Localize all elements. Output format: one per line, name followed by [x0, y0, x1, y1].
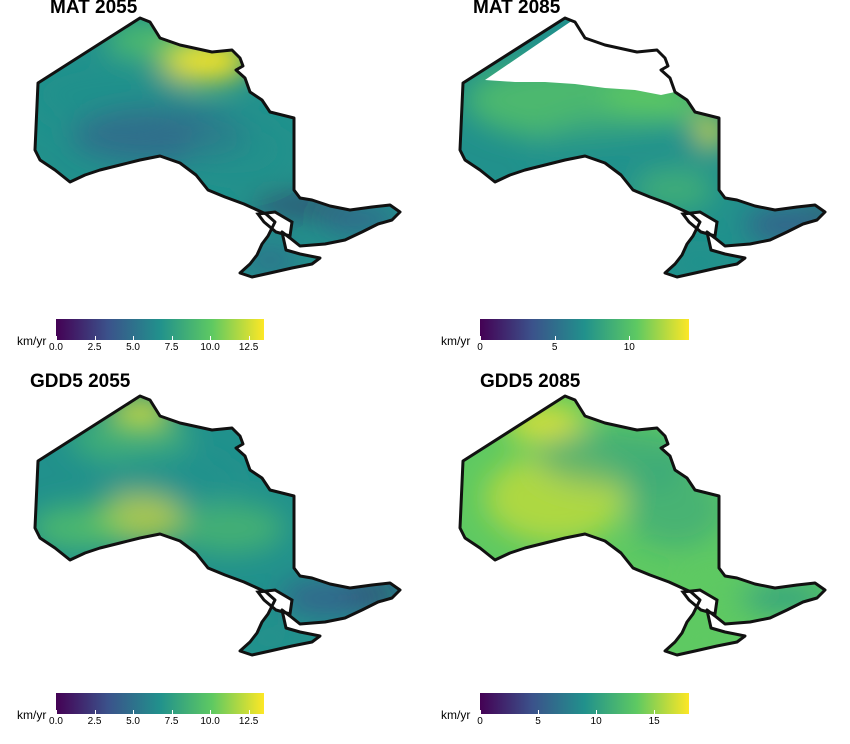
- colorbar-tick-label: 5.0: [126, 716, 140, 727]
- colorbar-tick-label: 2.5: [87, 342, 102, 353]
- colorbar-tick-label: 0: [477, 342, 483, 353]
- colorbar-tick-mark: [94, 336, 96, 340]
- panel-title: GDD5 2085: [480, 371, 581, 392]
- map-ontario: [33, 394, 402, 657]
- raster-layer: [35, 396, 400, 655]
- colorbar-tick-mark: [480, 336, 481, 340]
- colorbar-tick-label: 0.0: [49, 342, 63, 353]
- raster-layer: [460, 18, 825, 277]
- colorbar-tick-label: 12.5: [238, 342, 259, 353]
- colorbar-tick-label: 10: [623, 342, 635, 353]
- province-outline: [458, 16, 827, 279]
- colorbar-tick-mark: [171, 336, 173, 340]
- colorbar: [56, 319, 264, 340]
- colorbar-tick-label: 7.5: [164, 716, 179, 727]
- colorbar-tick-label: 0.0: [49, 716, 63, 727]
- raster-layer: [460, 396, 825, 655]
- colorbar-tick-label: 5.0: [126, 342, 140, 353]
- province-outline: [33, 16, 402, 279]
- colorbar-tick-label: 5: [551, 342, 558, 353]
- colorbar-legend: km/yr 0 5 10: [425, 312, 850, 362]
- colorbar-tick-mark: [133, 710, 135, 714]
- colorbar-legend: km/yr 0.0 2.5 5.0 7.5 10.0 12.5: [0, 686, 425, 736]
- province-outline: [33, 394, 402, 657]
- colorbar-tick-label: 0: [477, 716, 483, 727]
- colorbar-tick-mark: [56, 710, 57, 714]
- colorbar-tick-mark: [596, 710, 598, 714]
- colorbar: [56, 693, 264, 714]
- panel-title: MAT 2055: [50, 0, 138, 18]
- colorbar-tick-mark: [210, 336, 212, 340]
- map-ontario: [33, 16, 402, 279]
- colorbar-tick-label: 15: [648, 716, 660, 727]
- colorbar-tick-mark: [56, 336, 57, 340]
- colorbar-tick-mark: [629, 336, 631, 340]
- colorbar: [480, 693, 689, 714]
- colorbar-tick-mark: [654, 710, 656, 714]
- legend-unit: km/yr: [441, 334, 471, 348]
- colorbar-tick-mark: [94, 710, 96, 714]
- panel-title: MAT 2085: [473, 0, 561, 18]
- panel-mat-2085: MAT 2085 km/yr 0 5 10: [425, 0, 850, 372]
- colorbar-tick-label: 7.5: [164, 342, 179, 353]
- raster-layer: [35, 18, 400, 277]
- colorbar-legend: km/yr 0 5 10 15: [425, 686, 850, 736]
- colorbar-tick-label: 12.5: [238, 716, 259, 727]
- panel-gdd5-2055: GDD5 2055 km/yr 0.0 2.5 5.0 7.5 10.0 12.5: [0, 371, 425, 744]
- colorbar-tick-label: 10.0: [200, 342, 220, 353]
- no-data-region: [485, 20, 675, 95]
- colorbar-tick-mark: [248, 336, 250, 340]
- map-ontario: [458, 394, 827, 657]
- province-outline: [458, 394, 827, 657]
- panel-title: GDD5 2055: [30, 371, 131, 392]
- colorbar-tick-label: 10.0: [200, 716, 220, 727]
- map-ontario: [458, 16, 827, 279]
- colorbar-tick-mark: [133, 336, 135, 340]
- legend-unit: km/yr: [17, 334, 47, 348]
- colorbar-legend: km/yr 0.0 2.5 5.0 7.5 10.0 12.5: [0, 312, 425, 362]
- colorbar-tick-label: 10: [590, 716, 602, 727]
- colorbar-tick-mark: [210, 710, 212, 714]
- panel-gdd5-2085: GDD5 2085 km/yr 0 5 10 15: [425, 371, 850, 744]
- colorbar-tick-mark: [248, 710, 250, 714]
- colorbar-tick-mark: [171, 710, 173, 714]
- colorbar-tick-mark: [480, 710, 481, 714]
- colorbar-tick-mark: [538, 710, 540, 714]
- colorbar: [480, 319, 689, 340]
- legend-unit: km/yr: [441, 708, 471, 722]
- legend-unit: km/yr: [17, 708, 47, 722]
- colorbar-tick-label: 2.5: [87, 716, 102, 727]
- panel-mat-2055: MAT 2055 km/yr 0.0 2.5 5.0 7.5 10.0 12.5: [0, 0, 425, 372]
- colorbar-tick-label: 5: [535, 716, 541, 727]
- colorbar-tick-mark: [554, 336, 556, 340]
